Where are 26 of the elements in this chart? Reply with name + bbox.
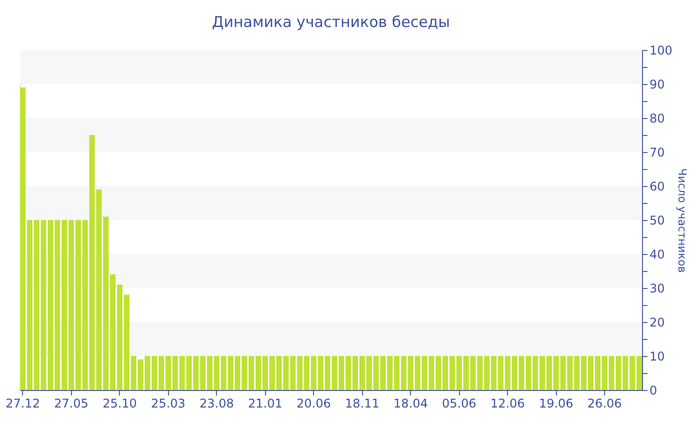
y-axis-title: Число участников <box>675 168 688 273</box>
x-tick-label: 26.06 <box>587 396 622 410</box>
y-tick-label: 100 <box>650 44 672 58</box>
x-tick-label: 23.08 <box>200 396 234 410</box>
x-tick-label: 12.06 <box>490 396 525 410</box>
x-tick-label: 20.06 <box>296 396 331 410</box>
y-tick-label: 0 <box>650 384 658 398</box>
x-tick-label: 19.06 <box>538 396 574 410</box>
x-tick-label: 27.05 <box>54 396 88 410</box>
y-tick-label: 30 <box>650 282 665 296</box>
x-tick-label: 05.06 <box>442 396 476 410</box>
y-tick-label: 90 <box>650 78 665 92</box>
x-tick-label: 18.04 <box>393 396 428 410</box>
y-tick-label: 50 <box>650 214 665 228</box>
y-tick-label: 60 <box>650 180 665 194</box>
x-tick-label: 25.10 <box>102 396 137 410</box>
x-tick-label: 18.11 <box>344 396 380 410</box>
y-tick-label: 40 <box>650 248 665 262</box>
x-tick-label: 25.03 <box>151 396 186 410</box>
chart-title: Динамика участников беседы <box>212 13 450 31</box>
x-tick-label: 27.12 <box>6 396 40 410</box>
y-tick-label: 70 <box>650 146 665 160</box>
x-tick-label: 21.01 <box>248 396 282 410</box>
y-tick-label: 20 <box>650 316 665 330</box>
y-tick-label: 10 <box>650 350 665 364</box>
y-tick-label: 80 <box>650 112 665 126</box>
